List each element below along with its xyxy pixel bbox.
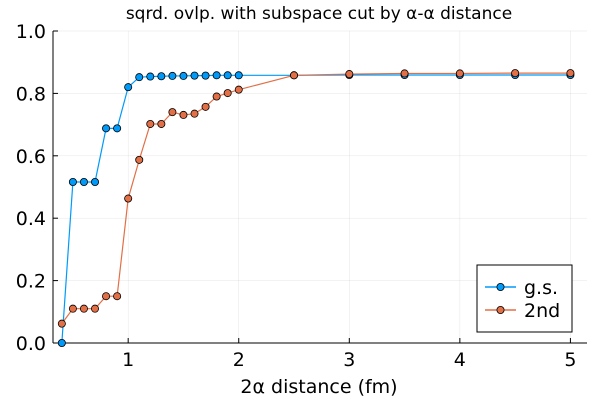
data-point	[190, 109, 199, 118]
data-point	[345, 70, 354, 79]
x-tick-label: 2	[233, 349, 245, 371]
y-tick-label: 0.8	[16, 83, 46, 105]
x-tick-label: 3	[343, 349, 355, 371]
data-point	[57, 319, 66, 328]
legend: g.s. 2nd	[476, 264, 573, 333]
data-point	[146, 72, 155, 81]
data-point	[68, 304, 77, 313]
y-tick-label: 0.6	[16, 146, 46, 168]
data-point	[91, 304, 100, 313]
series-group	[57, 69, 575, 347]
data-point	[157, 119, 166, 128]
data-point	[91, 178, 100, 187]
x-tick-label: 5	[564, 349, 576, 371]
x-tick-label: 4	[454, 349, 466, 371]
data-point	[124, 194, 133, 203]
data-point	[212, 71, 221, 80]
data-point	[135, 73, 144, 82]
legend-marker-gs	[496, 282, 505, 291]
data-point	[223, 89, 232, 98]
legend-label-gs: g.s.	[524, 277, 558, 299]
data-point	[234, 71, 243, 80]
y-tick-label: 0.2	[16, 271, 46, 293]
chart-title: sqrd. ovlp. with subspace cut by α-α dis…	[126, 4, 512, 24]
data-point	[135, 155, 144, 164]
legend-label-2nd: 2nd	[524, 300, 560, 322]
data-point	[157, 72, 166, 81]
x-axis-label: 2α distance (fm)	[240, 376, 397, 398]
data-point	[212, 92, 221, 101]
data-point	[566, 69, 575, 78]
y-tick-label: 0.0	[16, 333, 46, 355]
data-point	[290, 71, 299, 80]
data-point	[79, 178, 88, 187]
y-tick-label: 0.4	[16, 208, 46, 230]
data-point	[201, 71, 210, 80]
data-point	[201, 102, 210, 111]
data-point	[234, 85, 243, 94]
data-point	[113, 292, 122, 301]
legend-box	[476, 264, 573, 333]
data-point	[223, 71, 232, 80]
data-point	[68, 178, 77, 187]
data-point	[124, 83, 133, 92]
data-point	[113, 124, 122, 133]
data-point	[400, 69, 409, 78]
legend-marker-2nd	[496, 305, 505, 314]
data-point	[102, 124, 111, 133]
data-point	[455, 69, 464, 78]
data-point	[79, 304, 88, 313]
x-tick-label: 1	[122, 349, 134, 371]
axes: 1 2 3 4 5 0.0 0.2 0.4 0.6 0.8 1.0	[16, 21, 587, 371]
data-point	[179, 71, 188, 80]
data-point	[190, 71, 199, 80]
data-point	[102, 292, 111, 301]
data-point	[57, 338, 66, 347]
y-tick-label: 1.0	[16, 21, 46, 43]
data-point	[511, 69, 520, 78]
data-point	[168, 71, 177, 80]
data-point	[179, 110, 188, 119]
data-point	[168, 108, 177, 117]
data-point	[146, 119, 155, 128]
